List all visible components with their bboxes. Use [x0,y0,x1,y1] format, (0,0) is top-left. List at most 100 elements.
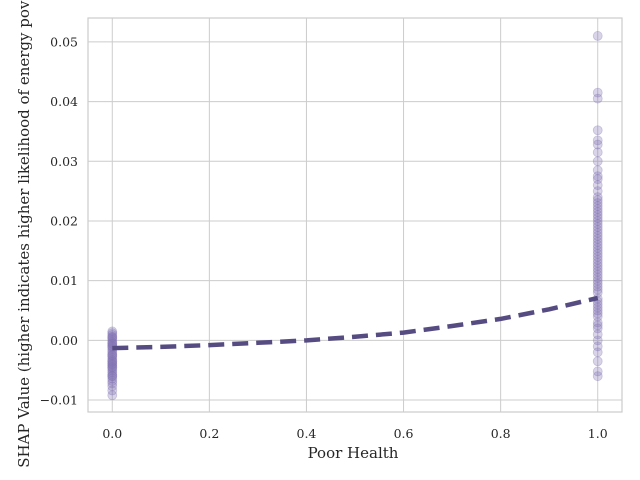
data-point [592,174,603,185]
data-point [592,31,603,41]
data-point [107,376,118,386]
data-point [592,254,603,265]
data-point [592,225,603,235]
data-point [592,281,603,292]
data-point [107,373,118,384]
data-point [592,201,603,211]
data-point [592,251,603,262]
data-point [592,275,603,286]
data-point [592,210,603,220]
y-tick-label: 0.04 [50,94,78,109]
data-point [592,171,603,182]
data-point [107,378,118,389]
data-point [592,192,603,202]
x-tick-label: 0.8 [491,426,511,441]
y-axis-label: SHAP Value (higher indicates higher like… [15,0,33,468]
data-point [592,198,603,208]
data-point [592,260,603,271]
x-tick-label: 0.6 [394,426,414,441]
data-point [107,330,118,340]
data-point [592,204,603,214]
data-point [592,269,603,280]
data-point [107,338,118,349]
x-tick-label: 1.0 [588,426,608,441]
data-point [592,317,603,328]
data-point [592,186,603,197]
y-tick-label: −0.01 [40,393,78,408]
data-point [107,371,118,382]
data-point [107,356,118,367]
data-point [592,233,603,244]
data-point [107,362,118,373]
data-point [592,87,603,98]
data-point [107,353,118,364]
data-point [592,125,603,136]
data-point [592,139,603,150]
y-tick-label: 0.02 [50,213,78,228]
data-point [592,308,603,319]
data-point [107,362,118,373]
data-point [107,369,118,380]
data-point [107,326,118,337]
data-point [592,287,603,298]
data-point [107,358,118,369]
data-point [592,219,603,229]
data-point [592,135,603,146]
y-tick-label: 0.01 [50,273,78,288]
data-point [592,156,603,167]
data-point [592,165,603,176]
data-point [592,320,603,331]
plot-border [87,17,623,413]
data-point [592,335,603,346]
trend-line-group [112,295,599,351]
data-point [107,360,118,371]
data-point [592,207,603,217]
data-point [592,341,603,352]
data-point [592,278,603,289]
x-axis-ticks: 0.0 0.2 0.4 0.6 0.8 1.0 [102,426,607,441]
y-tick-label: 0.00 [50,333,78,348]
data-point [107,390,118,401]
data-point [592,93,603,104]
data-point [592,266,603,277]
data-point [592,323,603,334]
data-point [592,236,603,247]
data-point [592,239,603,250]
data-point [107,351,118,362]
data-point [107,332,118,343]
data-point [107,333,118,344]
data-point [107,350,118,361]
data-point [592,284,603,295]
data-point [592,371,603,382]
data-point [592,257,603,268]
x-tick-label: 0.0 [102,426,122,441]
data-point [592,311,603,322]
data-point [107,331,118,342]
data-point [592,228,603,238]
y-tick-label: 0.05 [50,34,78,49]
data-point [592,248,603,259]
data-point [592,180,603,191]
x-tick-label: 0.2 [199,426,219,441]
data-point [107,359,118,370]
data-point [107,385,118,396]
data-point [592,305,603,316]
x-axis-label: Poor Health [308,444,399,462]
data-point [107,356,118,367]
data-point [107,365,118,376]
data-point [107,371,118,382]
data-point [592,356,603,367]
data-point [592,302,603,313]
data-point [107,349,118,360]
data-point [592,230,603,241]
data-point [592,147,603,158]
plot-frame [87,17,623,413]
data-point [592,272,603,283]
data-point [592,347,603,358]
x-tick-label: 0.4 [297,426,317,441]
y-axis-ticks: −0.01 0.00 0.01 0.02 0.03 0.04 0.05 [40,34,78,407]
data-point [107,347,118,358]
data-point [107,367,118,378]
